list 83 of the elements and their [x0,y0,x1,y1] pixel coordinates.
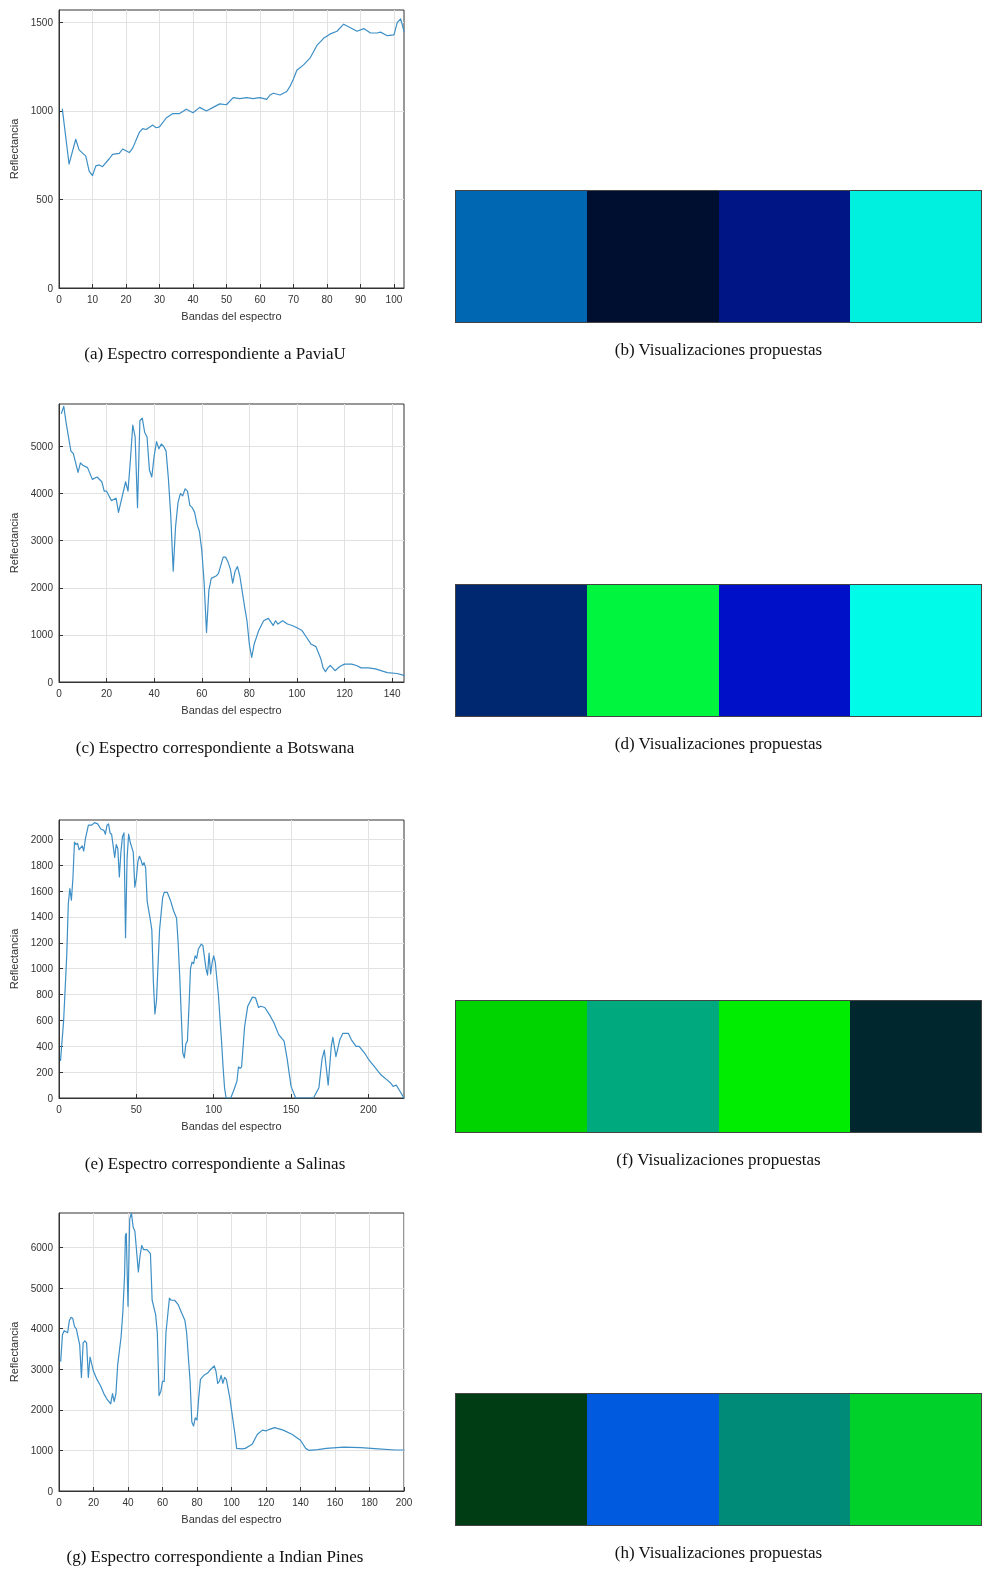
y-tick-label: 4000 [30,1323,54,1335]
y-tick-label: 1000 [30,105,54,117]
x-tick-label: 60 [254,293,266,305]
y-tick-label: 800 [36,989,54,1001]
x-tick-label: 20 [87,1496,100,1508]
y-tick-label: 400 [36,1040,54,1052]
y-axis-title: Reflectancia [7,117,20,180]
x-tick-label: 80 [243,687,256,699]
x-tick-label: 30 [153,293,166,305]
x-axis-title: Bandas del espectro [181,1119,282,1132]
y-tick-label: 5000 [30,1282,54,1294]
y-tick-label: 3000 [30,535,54,547]
x-tick-label: 100 [385,293,403,305]
text: (h) Visualizaciones propuestas [613,1543,824,1563]
x-axis-title: Bandas del espectro [181,703,282,716]
x-tick-label: 90 [354,293,367,305]
x-tick-label: 120 [336,687,354,699]
line-series [60,1212,405,1452]
y-tick-label: 5000 [30,440,54,452]
text: (f) Visualizaciones propuestas [615,1150,822,1170]
x-tick-label: 60 [156,1496,169,1508]
y-tick-label: 0 [47,1485,54,1497]
text: (a) Espectro correspondiente a PaviaU [84,344,346,363]
y-axis-title: Reflectancia [7,927,20,990]
x-tick-label: 10 [86,293,99,305]
x-tick-label: 70 [287,293,300,305]
x-tick-label: 20 [101,687,113,699]
x-tick-label: 140 [292,1496,310,1508]
y-axis-title: Reflectancia [7,1320,20,1383]
x-tick-label: 50 [130,1103,143,1115]
y-tick-label: 0 [47,282,54,294]
y-tick-label: 600 [36,1014,54,1026]
text: (d) Visualizaciones propuestas [613,734,824,754]
x-tick-label: 160 [326,1496,344,1508]
y-tick-label: 2000 [30,833,54,845]
x-axis-title: Bandas del espectro [181,309,282,322]
y-tick-label: 2000 [30,582,54,594]
x-tick-label: 80 [191,1496,203,1508]
x-axis-title: Bandas del espectro [181,1512,282,1525]
y-tick-label: 1400 [30,911,54,923]
x-tick-label: 0 [56,1103,63,1115]
x-tick-label: 100 [288,687,306,699]
x-tick-label: 120 [257,1496,275,1508]
x-tick-label: 100 [205,1103,223,1115]
y-tick-label: 1500 [30,16,54,28]
y-axis-title: Reflectancia [7,511,20,574]
x-tick-label: 50 [220,293,233,305]
x-tick-label: 40 [148,687,161,699]
line-series [60,405,405,676]
x-tick-label: 150 [282,1103,300,1115]
y-tick-label: 0 [47,676,54,688]
x-tick-label: 0 [56,687,63,699]
x-tick-label: 180 [361,1496,379,1508]
y-tick-label: 1800 [30,859,54,871]
y-tick-label: 4000 [30,488,54,500]
x-tick-label: 0 [56,293,63,305]
text: (g) Espectro correspondiente a Indian Pines [66,1547,364,1566]
y-tick-label: 3000 [30,1363,54,1375]
x-tick-label: 60 [196,687,208,699]
y-tick-label: 6000 [30,1242,54,1253]
x-tick-label: 0 [56,1496,63,1508]
y-tick-label: 500 [36,193,54,205]
y-tick-label: 1000 [30,629,54,641]
x-tick-label: 200 [360,1103,378,1115]
x-tick-label: 200 [395,1496,413,1508]
x-tick-label: 20 [120,293,132,305]
y-tick-label: 1000 [30,1444,54,1456]
text: (b) Visualizaciones propuestas [613,340,824,360]
line-series [61,18,405,177]
x-tick-label: 100 [223,1496,241,1508]
text: (c) Espectro correspondiente a Botswana [75,738,355,757]
x-tick-label: 140 [383,687,401,699]
y-tick-label: 2000 [30,1404,54,1416]
x-tick-label: 40 [187,293,199,305]
y-tick-label: 1600 [30,885,54,897]
y-tick-label: 1000 [30,963,54,975]
y-tick-label: 1200 [30,937,54,949]
x-tick-label: 40 [122,1496,134,1508]
y-tick-label: 200 [36,1066,54,1078]
y-tick-label: 0 [47,1092,54,1104]
x-tick-label: 80 [321,293,333,305]
line-series [59,821,405,1099]
text: (e) Espectro correspondiente a Salinas [84,1154,346,1173]
